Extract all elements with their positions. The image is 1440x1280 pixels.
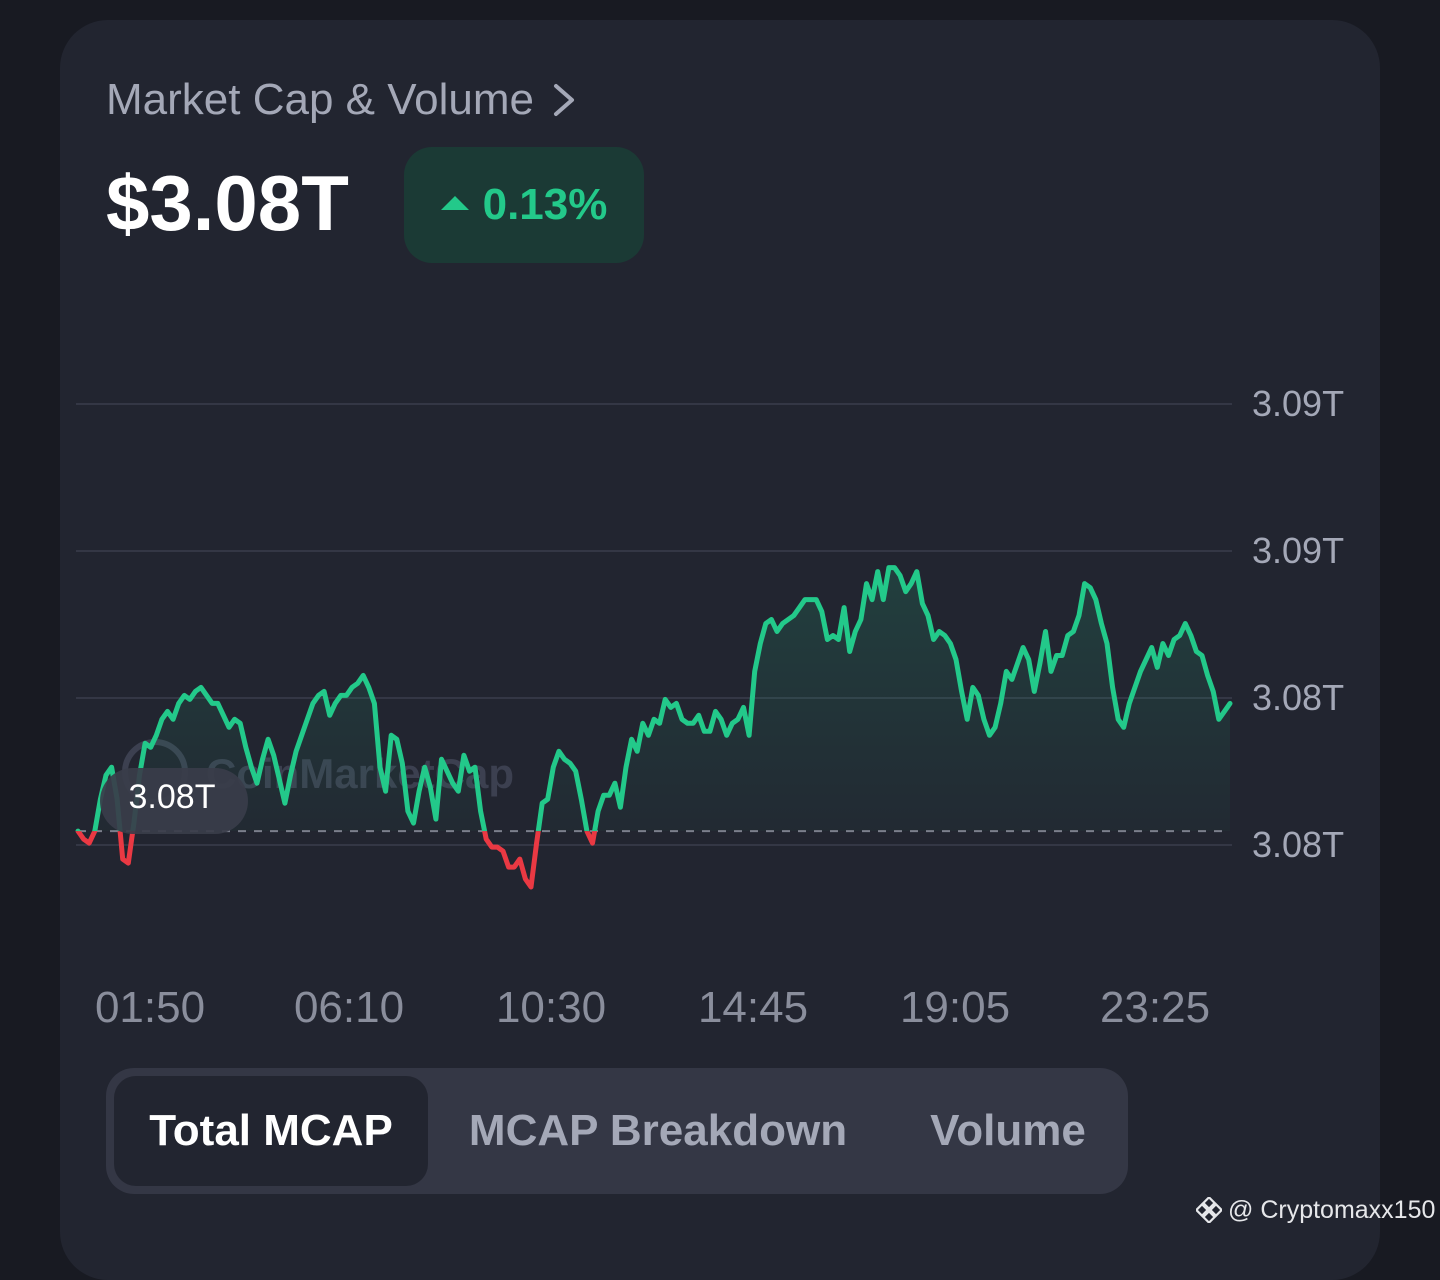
card-title: Market Cap & Volume [106, 75, 534, 124]
series-line-up [75, 565, 1233, 832]
y-tick-label: 3.08T [1252, 677, 1344, 718]
credit-text: @ Cryptomaxx150 [1228, 1196, 1436, 1224]
chart-tabs: Total MCAP MCAP Breakdown Volume [106, 1068, 1128, 1194]
x-tick-label: 06:10 [294, 983, 404, 1032]
total-market-cap-value: $3.08T [106, 159, 349, 247]
x-tick-label: 23:25 [1100, 983, 1210, 1032]
tab-mcap-breakdown[interactable]: MCAP Breakdown [468, 1106, 848, 1155]
y-tick-label: 3.08T [1252, 824, 1344, 865]
market-cap-volume-link[interactable]: Market Cap & Volume [106, 72, 580, 128]
x-tick-label: 01:50 [95, 983, 205, 1032]
x-tick-label: 19:05 [900, 983, 1010, 1032]
y-tick-label: 3.09T [1252, 530, 1344, 571]
tab-volume[interactable]: Volume [930, 1106, 1086, 1155]
x-tick-label: 14:45 [698, 983, 808, 1032]
change-percent: 0.13% [482, 180, 608, 229]
tab-total-mcap[interactable]: Total MCAP [114, 1076, 428, 1186]
x-tick-label: 10:30 [496, 983, 606, 1032]
binance-logo-icon [1196, 1197, 1222, 1223]
author-credit: @ Cryptomaxx150 [1196, 1194, 1435, 1226]
triangle-up-icon [440, 196, 469, 210]
baseline-price-label: 3.08T [100, 768, 248, 834]
svg-text:3.08T: 3.08T [129, 778, 216, 816]
chevron-right-icon [548, 80, 580, 120]
y-tick-label: 3.09T [1252, 383, 1344, 424]
change-badge: 0.13% [404, 147, 644, 263]
series-area [94, 567, 1230, 832]
